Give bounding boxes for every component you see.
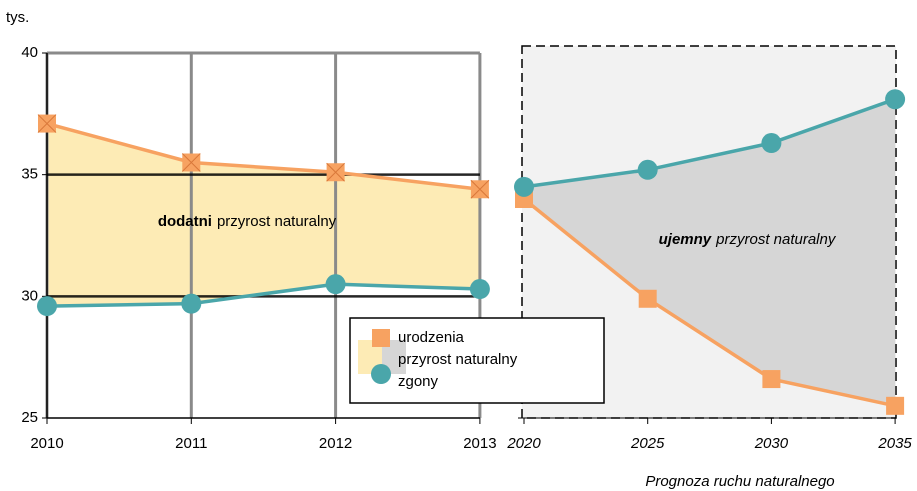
x-tick-label: 2010 — [30, 435, 63, 452]
death-marker — [885, 89, 906, 110]
death-marker — [761, 133, 782, 154]
legend-label: przyrost naturalny — [398, 351, 518, 368]
annotation-bold: dodatni — [158, 213, 212, 230]
legend-label: zgony — [398, 373, 439, 390]
annotation-rest: przyrost naturalny — [715, 231, 837, 248]
series-line — [46, 121, 481, 192]
x-tick-label: 2013 — [463, 435, 496, 452]
y-tick-label: 25 — [21, 409, 38, 426]
marker-cross — [470, 179, 490, 199]
y-tick-label: 35 — [21, 166, 38, 183]
death-marker — [469, 279, 490, 300]
annotation-rest: przyrost naturalny — [217, 213, 337, 230]
birth-marker — [326, 162, 345, 182]
marker-cross — [181, 153, 201, 172]
unit-label: tys. — [6, 9, 29, 26]
area-fill — [47, 123, 480, 307]
death-marker — [37, 296, 57, 317]
annotation-bold: ujemny — [659, 231, 712, 248]
birth-marker — [886, 396, 905, 415]
legend-marker — [371, 364, 391, 384]
legend-label: urodzenia — [398, 329, 465, 346]
x-tick-label: 2012 — [319, 435, 352, 452]
x-tick-label: 2020 — [506, 435, 541, 452]
legend-marker — [372, 329, 390, 347]
series-line — [523, 97, 896, 189]
x-tick-label: 2025 — [630, 435, 665, 452]
series-line — [46, 282, 480, 308]
death-marker — [181, 293, 202, 314]
death-marker — [325, 274, 346, 295]
x-tick-label: 2030 — [754, 435, 789, 452]
series-line — [522, 197, 896, 408]
marker-square — [638, 289, 657, 308]
subtitle: Prognoza ruchu naturalnego — [645, 473, 834, 490]
birth-marker — [638, 289, 657, 308]
legend: urodzenia przyrost naturalny zgony — [349, 317, 605, 404]
x-tick-label: 2011 — [175, 435, 207, 452]
birth-marker — [37, 114, 57, 133]
y-tick-label: 30 — [21, 287, 38, 304]
death-marker — [637, 159, 658, 180]
marker-cross — [326, 162, 345, 182]
marker-square — [886, 396, 905, 415]
annotation: dodatni przyrost naturalny — [158, 213, 337, 230]
area-fill — [524, 99, 896, 406]
birth-marker — [762, 370, 781, 389]
birth-marker — [470, 179, 490, 199]
y-tick-label: 40 — [21, 44, 38, 61]
x-tick-label: 2035 — [877, 435, 912, 452]
death-marker — [514, 176, 534, 197]
annotation: ujemny przyrost naturalny — [659, 231, 837, 248]
birth-marker — [181, 153, 201, 172]
marker-cross — [37, 114, 57, 133]
marker-square — [762, 370, 781, 389]
